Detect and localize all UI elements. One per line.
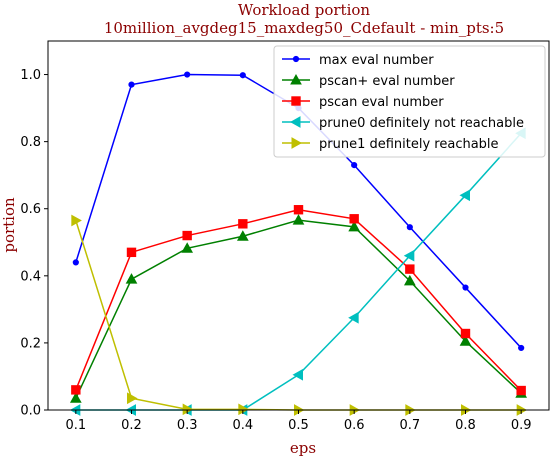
data-point-s4-1: [127, 392, 138, 405]
data-point-s1-7: [459, 335, 472, 346]
data-point-s0-6: [406, 224, 413, 231]
x-tick-label: 0.1: [65, 418, 86, 433]
data-point-s0-0: [72, 259, 79, 266]
data-point-s0-1: [128, 81, 135, 88]
legend: max eval number pscan+ eval number pscan e…: [273, 45, 546, 158]
data-point-s2-5: [349, 214, 359, 224]
data-point-s3-6: [403, 249, 415, 262]
x-tick-label: 0.7: [399, 418, 420, 433]
legend-label-4: prune1 definitely reachable: [319, 137, 499, 152]
data-point-s1-3: [236, 230, 249, 241]
legend-marker-3: [289, 116, 301, 128]
x-tick-label: 0.8: [455, 418, 476, 433]
data-point-s4-0: [71, 214, 82, 227]
legend-label-0: max eval number: [319, 53, 434, 68]
data-point-s3-4: [292, 368, 303, 381]
data-point-s2-7: [460, 328, 471, 339]
legend-marker-2: [291, 96, 301, 106]
chart-title-line2: 10million_avgdeg15_maxdeg50_Cdefault - m…: [104, 19, 504, 37]
x-tick-label: 0.6: [344, 418, 365, 433]
data-point-s1-6: [403, 274, 416, 286]
y-tick-label: 0.6: [20, 202, 41, 217]
data-point-s0-8: [518, 344, 525, 352]
data-point-s2-3: [238, 219, 248, 229]
y-tick-label: 1.0: [20, 68, 41, 83]
y-tick-label: 0.8: [20, 135, 41, 150]
legend-marker-4: [291, 137, 303, 149]
x-tick-label: 0.3: [177, 418, 198, 433]
x-tick-label: 0.4: [232, 418, 253, 433]
legend-label-2: pscan eval number: [319, 95, 444, 110]
data-point-s3-5: [348, 311, 359, 324]
chart-title-line1: Workload portion: [238, 1, 370, 19]
x-tick-label: 0.2: [121, 418, 142, 433]
data-point-s2-4: [293, 205, 304, 215]
legend-label-1: pscan+ eval number: [319, 74, 455, 89]
data-point-s2-0: [71, 385, 81, 395]
data-point-s0-2: [184, 71, 191, 78]
y-tick-label: 0.0: [20, 404, 41, 419]
data-point-s0-5: [351, 162, 358, 169]
data-point-s1-5: [348, 220, 361, 232]
data-point-s1-1: [125, 273, 138, 284]
series-line-2: [75, 208, 522, 392]
data-point-s1-0: [69, 392, 82, 403]
data-point-s2-2: [182, 230, 192, 241]
series-line-3: [75, 132, 522, 411]
legend-marker-1: [290, 73, 302, 85]
data-point-s0-3: [239, 72, 246, 79]
data-point-s2-6: [405, 264, 415, 274]
data-point-s2-8: [516, 385, 526, 396]
data-point-s1-4: [292, 214, 305, 225]
legend-label-3: prune0 definitely not reachable: [319, 116, 524, 131]
legend-marker-0: [292, 55, 300, 63]
x-tick-label: 0.9: [511, 418, 532, 433]
data-point-s1-2: [181, 242, 194, 253]
legend-box: [273, 45, 546, 158]
plot-area: 0.1 0.2 0.3 0.4 0.5 0.6 0.7 0.8 0.9 0.0 0.2 0.4 0.6 0…: [20, 40, 550, 433]
y-tick-label: 0.4: [20, 269, 41, 284]
x-tick-label: 0.5: [288, 418, 309, 433]
y-tick-label: 0.2: [20, 336, 41, 351]
data-point-s0-7: [462, 284, 469, 291]
data-point-s2-1: [126, 247, 137, 258]
y-axis-label: portion: [0, 197, 18, 253]
x-axis-label: eps: [290, 439, 316, 456]
data-point-s3-7: [459, 189, 470, 202]
